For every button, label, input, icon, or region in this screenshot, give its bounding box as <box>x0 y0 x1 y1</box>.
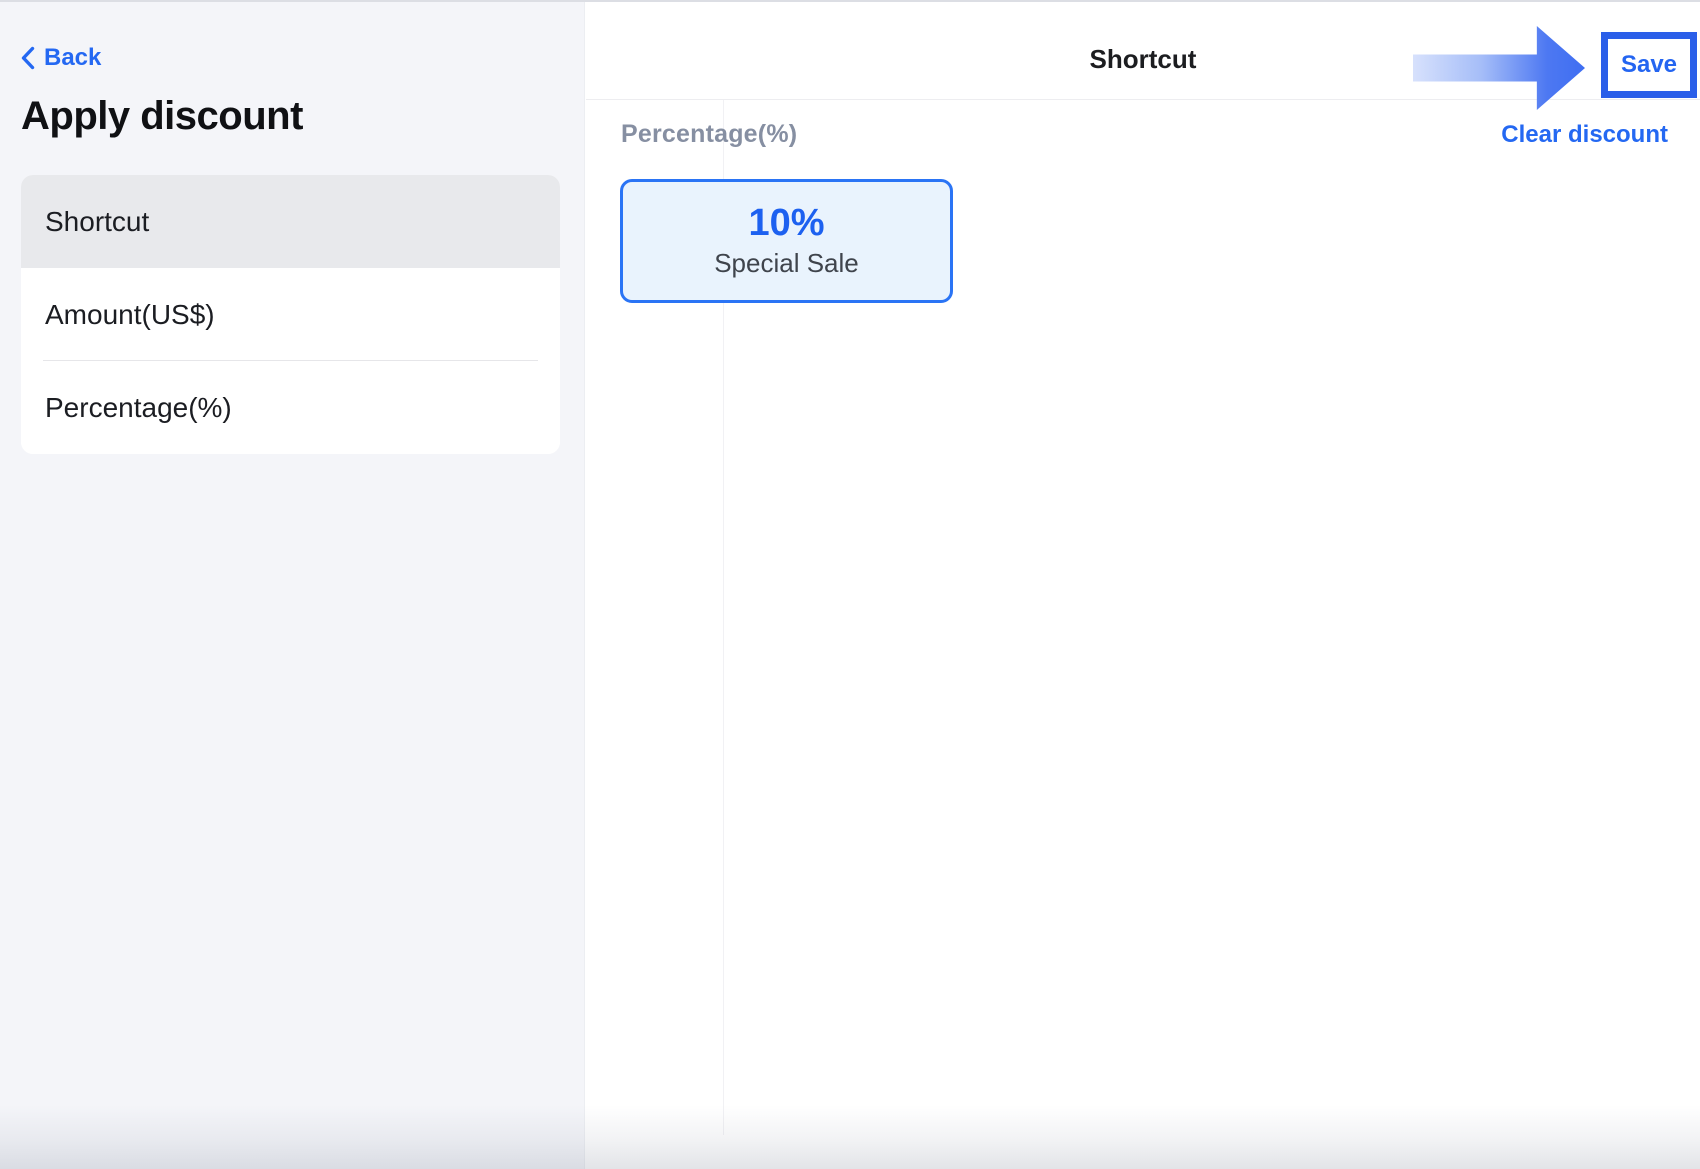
menu-item-label: Shortcut <box>45 205 150 237</box>
save-button[interactable]: Save <box>1620 51 1678 78</box>
menu-item-label: Amount(US$) <box>45 298 215 330</box>
modal-top-edge <box>0 0 1700 2</box>
menu-item-shortcut[interactable]: Shortcut <box>21 175 560 268</box>
section-row: Percentage(%) Clear discount <box>621 120 1668 149</box>
discount-type-menu: Shortcut Amount(US$) Percentage(%) <box>21 175 560 454</box>
back-chevron-icon <box>20 46 35 70</box>
menu-item-percentage[interactable]: Percentage(%) <box>21 361 560 454</box>
page-title: Apply discount <box>21 94 303 138</box>
clear-discount-button[interactable]: Clear discount <box>1501 120 1668 148</box>
discount-shortcut-card[interactable]: 10% Special Sale <box>620 179 953 303</box>
back-button[interactable]: Back <box>20 44 101 72</box>
section-label: Percentage(%) <box>621 120 798 148</box>
save-highlight-box: Save <box>1601 32 1697 98</box>
panel-title: Shortcut <box>1089 43 1197 74</box>
sidebar: Back Apply discount Shortcut Amount(US$)… <box>0 0 585 1169</box>
panel-header: Shortcut <box>586 0 1700 100</box>
discount-value: 10% <box>748 201 825 244</box>
panel-body: Percentage(%) Clear discount 10% Special… <box>586 100 1700 1169</box>
menu-item-amount[interactable]: Amount(US$) <box>21 268 560 361</box>
discount-name: Special Sale <box>714 248 859 279</box>
column-divider-line <box>723 100 724 1135</box>
back-label: Back <box>44 44 102 71</box>
main-panel: Shortcut Save Percentage(%) Clear discou… <box>586 0 1700 1169</box>
menu-item-label: Percentage(%) <box>45 391 232 423</box>
